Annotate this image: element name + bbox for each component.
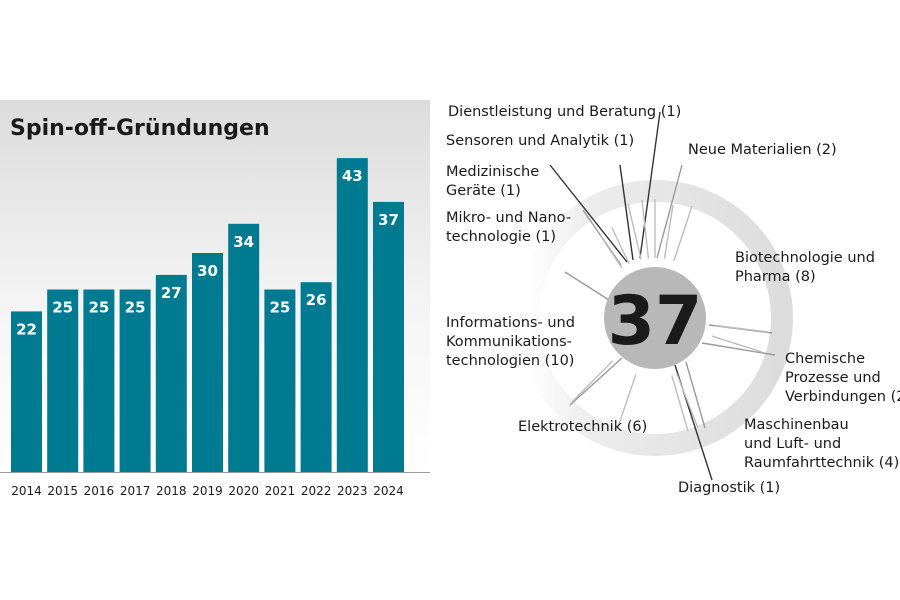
segment-label: Elektrotechnik (6) (518, 419, 647, 435)
ring-spoke (673, 205, 693, 262)
segment-label-line: Maschinenbau (744, 417, 849, 433)
bar-value-label: 37 (378, 211, 399, 229)
segment-label-line: Informations- und (446, 315, 575, 331)
donut-center-circle (604, 267, 706, 369)
segment-label: Chemische Prozesse und Verbindungen (2) (785, 351, 900, 405)
bar-value-label: 27 (161, 284, 182, 302)
segment-label-line: Neue Materialien (2) (688, 142, 837, 158)
bar-2023 (336, 158, 368, 472)
bar-2024 (373, 201, 404, 472)
ring-spoke (676, 373, 699, 429)
x-tick-label: 2014 (11, 484, 42, 498)
bar-2018 (155, 274, 187, 472)
segment-label-line: Kommunikations- (446, 334, 572, 350)
x-tick-label: 2017 (120, 484, 151, 498)
segment-label-line: technologien (10) (446, 353, 574, 369)
segment-label: Dienstleistung und Beratung (1) (448, 104, 681, 120)
leader-line (701, 342, 776, 356)
segment-label-line: Medizinische (446, 164, 539, 180)
segment-label-line: Geräte (1) (446, 183, 521, 199)
ring-spoke (599, 234, 623, 269)
leader-line (569, 357, 623, 406)
segment-label: Biotechnologie und Pharma (8) (735, 250, 875, 285)
leader-line (549, 164, 628, 263)
bar-2022 (300, 282, 332, 472)
segment-label-line: Diagnostik (1) (678, 480, 780, 496)
ring-spoke (627, 203, 642, 260)
segment-label-line: Sensoren und Analytik (1) (446, 133, 634, 149)
segment-label-line: Chemische (785, 351, 865, 367)
bar-2015 (47, 289, 79, 472)
x-tick-label: 2024 (373, 484, 404, 498)
segment-label: Diagnostik (1) (678, 480, 780, 496)
ring-spoke (571, 360, 614, 403)
segment-label: Mikro- und Nano-technologie (1) (446, 210, 571, 245)
leader-line (639, 111, 661, 259)
bar-value-label: 25 (52, 299, 73, 317)
segment-label-line: Verbindungen (2) (785, 389, 900, 405)
bar-value-label: 25 (88, 299, 109, 317)
segment-label-line: Raumfahrttechnik (4) (744, 455, 899, 471)
segment-label: Informations- und Kommunikations-technolo… (446, 315, 575, 369)
segment-label-line: Biotechnologie und (735, 250, 875, 266)
x-tick-label: 2021 (265, 484, 296, 498)
bar-2019 (192, 253, 223, 472)
segment-label: Sensoren und Analytik (1) (446, 133, 634, 149)
ring-spoke (671, 375, 689, 432)
donut-ring (517, 180, 793, 456)
x-tick-label: 2023 (337, 484, 368, 498)
segment-label: Maschinenbau und Luft- und Raumfahrttechni… (744, 417, 899, 471)
segment-label-line: Prozesse und (785, 370, 881, 386)
segment-label-line: Dienstleistung und Beratung (1) (448, 104, 681, 120)
leader-line (685, 361, 706, 429)
ring-spoke (617, 374, 637, 428)
bar-value-label: 34 (233, 233, 254, 251)
bar-value-label: 30 (197, 262, 218, 280)
bar-value-label: 25 (125, 299, 146, 317)
ring-spoke (611, 227, 630, 265)
segment-label-line: und Luft- und (744, 436, 841, 452)
bar-2014 (11, 311, 42, 472)
segment-label-line: Mikro- und Nano- (446, 210, 571, 226)
bar-2017 (119, 289, 151, 472)
bar-value-label: 26 (306, 291, 327, 309)
segment-label-line: technologie (1) (446, 229, 556, 245)
x-tick-label: 2022 (301, 484, 332, 498)
donut-center-total: 37 (608, 282, 703, 361)
x-tick-label: 2018 (156, 484, 187, 498)
segment-label: Medizinische Geräte (1) (446, 164, 539, 199)
bar-2020 (228, 223, 260, 472)
ring-spoke (714, 324, 769, 333)
leader-line (564, 271, 610, 301)
segment-label-line: Elektrotechnik (6) (518, 419, 647, 435)
x-tick-label: 2020 (228, 484, 259, 498)
bar-2016 (83, 289, 115, 472)
bar-value-label: 25 (269, 299, 290, 317)
leader-line (619, 164, 634, 261)
x-tick-label: 2019 (192, 484, 223, 498)
segment-label-line: Pharma (8) (735, 269, 816, 285)
ring-spoke (663, 204, 674, 259)
ring-spoke (711, 335, 763, 353)
bar-2021 (264, 289, 296, 472)
leader-line (656, 164, 683, 259)
bar-value-label: 43 (342, 167, 363, 185)
chart-title: Spin-off-Gründungen (10, 116, 270, 141)
x-tick-label: 2015 (47, 484, 78, 498)
ring-spoke (641, 199, 650, 259)
x-tick-label: 2016 (84, 484, 115, 498)
bar-value-label: 22 (16, 320, 37, 338)
segment-label: Neue Materialien (2) (688, 142, 837, 158)
